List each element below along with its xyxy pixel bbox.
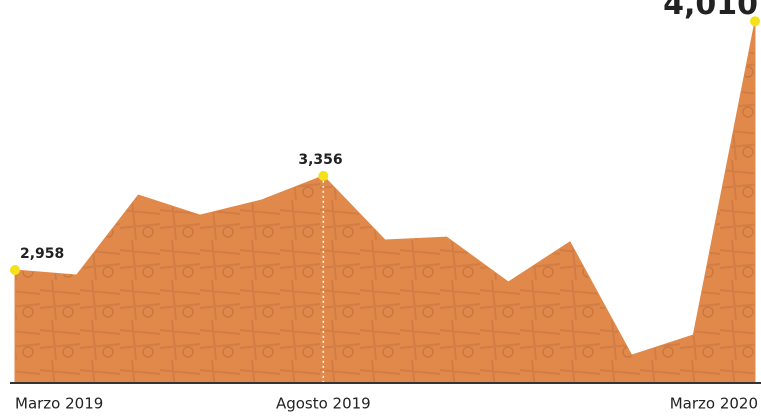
point — [318, 170, 329, 181]
value-label: 4,010 — [663, 0, 758, 22]
x-tick-label: Marzo 2020 — [670, 395, 758, 413]
point — [10, 264, 20, 275]
value-label: 3,356 — [298, 152, 342, 168]
point — [750, 16, 760, 27]
value-label: 2,958 — [20, 246, 64, 262]
x-tick-label: Agosto 2019 — [276, 395, 371, 413]
x-tick-label: Marzo 2019 — [15, 395, 103, 413]
area — [14, 21, 756, 384]
